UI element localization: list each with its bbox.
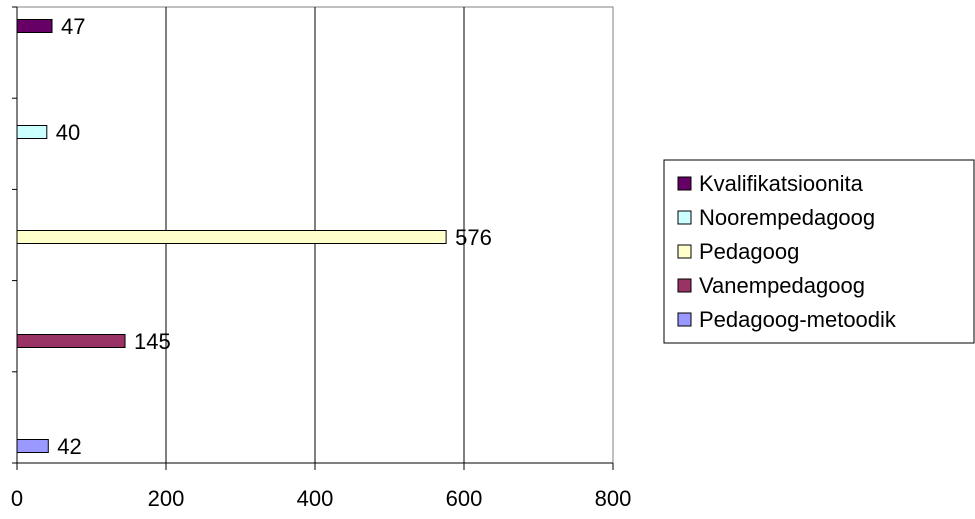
x-tick-label: 0 [11, 486, 23, 511]
x-tick-label: 600 [446, 486, 483, 511]
legend-swatch [677, 244, 692, 259]
legend-label: Vanempedagoog [699, 273, 865, 298]
bar [16, 230, 447, 244]
bar [16, 334, 126, 348]
data-label: 576 [455, 225, 492, 250]
legend-swatch [677, 312, 692, 327]
legend-swatch [677, 278, 692, 293]
bar [16, 19, 53, 33]
legend-label: Noorempedagoog [699, 205, 875, 230]
legend-frame [663, 159, 975, 344]
data-label: 145 [134, 329, 171, 354]
x-tick-label: 400 [297, 486, 334, 511]
data-label: 40 [56, 120, 80, 145]
legend: Kvalifikatsioonita Noorempedagoog Pedagoog… [663, 159, 975, 344]
bar [16, 439, 49, 453]
x-tick-label: 200 [148, 486, 185, 511]
legend-swatch [677, 176, 692, 191]
legend-label: Pedagoog [699, 239, 799, 264]
x-tick-label: 800 [595, 486, 632, 511]
legend-label: Kvalifikatsioonita [699, 171, 864, 196]
bar [16, 125, 48, 139]
data-label: 47 [61, 14, 85, 39]
plot-area: 0 200 400 600 800 47 40 576 145 42 [11, 6, 632, 511]
data-label: 42 [57, 434, 81, 459]
legend-label: Pedagoog-metoodik [699, 307, 897, 332]
legend-swatch [677, 210, 692, 225]
